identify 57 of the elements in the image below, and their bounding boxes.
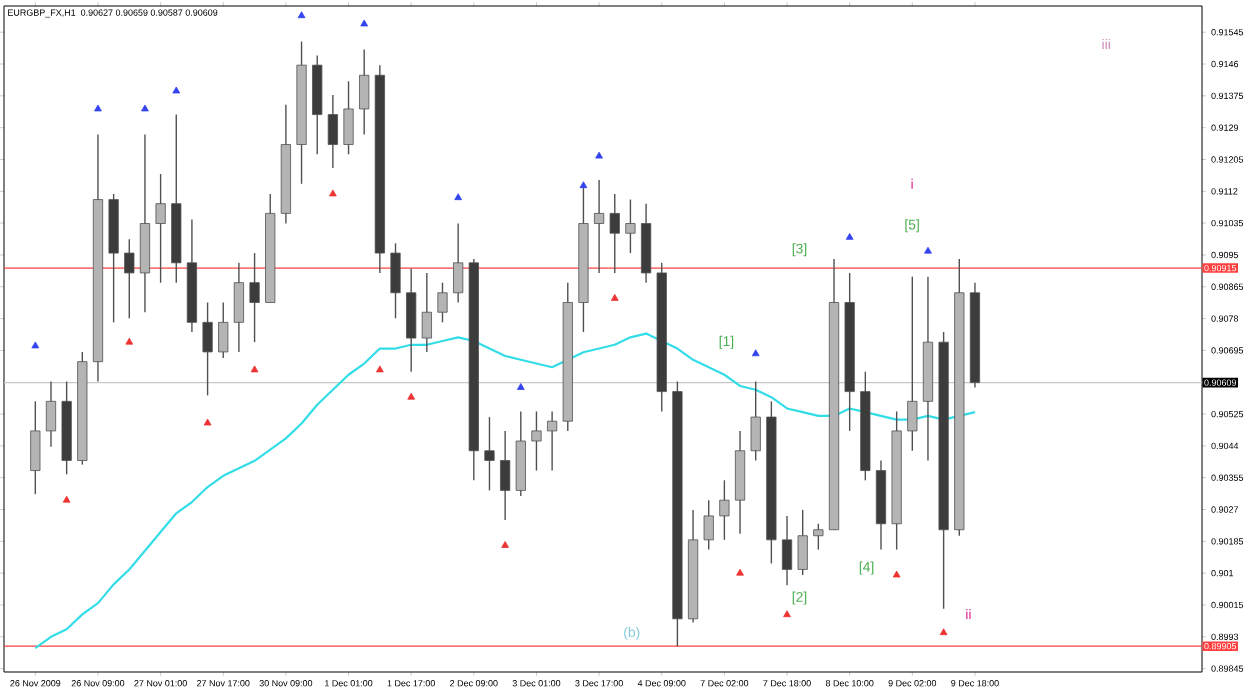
- candlestick: [797, 509, 808, 576]
- point: [783, 610, 791, 618]
- candlestick: [45, 380, 57, 448]
- point: [454, 193, 462, 201]
- candlestick: [484, 416, 495, 492]
- candlestick: [406, 268, 417, 373]
- point: [360, 19, 369, 27]
- candlestick: [155, 173, 166, 284]
- point: [62, 495, 71, 503]
- point: [297, 11, 306, 19]
- point: [329, 189, 337, 197]
- point: [376, 365, 384, 373]
- candlestick: [500, 430, 511, 521]
- candlestick: [781, 515, 793, 586]
- point: [125, 337, 134, 345]
- candlestick: [813, 523, 824, 551]
- candlestick: [625, 198, 636, 254]
- candlestick: [124, 238, 135, 319]
- candlestick: [30, 400, 41, 495]
- candlestick: [218, 301, 229, 359]
- point: [31, 341, 40, 349]
- candlestick: [359, 48, 370, 136]
- candlestick: [719, 479, 730, 541]
- candlestick: [233, 262, 244, 353]
- candlestick: [327, 94, 338, 169]
- candlestick: [390, 242, 401, 319]
- candlestick: [453, 222, 464, 304]
- point: [595, 151, 603, 159]
- candlestick: [703, 499, 714, 551]
- line-series: [34, 332, 977, 650]
- point: [610, 293, 619, 301]
- candlestick: [343, 80, 354, 155]
- candlestick: [531, 410, 542, 472]
- candlestick: [547, 410, 558, 472]
- point: [579, 181, 588, 189]
- point: [924, 246, 932, 254]
- point: [203, 418, 212, 426]
- candlestick: [907, 275, 918, 452]
- point: [172, 86, 181, 94]
- point: [141, 104, 149, 112]
- point: [94, 104, 102, 112]
- candlestick: [421, 272, 432, 353]
- point: [501, 541, 509, 548]
- point: [845, 232, 854, 240]
- point: [516, 383, 525, 390]
- candlestick: [249, 252, 260, 343]
- point: [939, 628, 948, 636]
- point: [250, 365, 259, 373]
- candlestick: [750, 380, 761, 462]
- point: [407, 392, 416, 400]
- point: [751, 349, 760, 357]
- point: [892, 570, 901, 578]
- candlestick: [437, 281, 448, 324]
- point: [736, 568, 744, 576]
- candlestick: [202, 301, 213, 397]
- candlestick: [609, 193, 620, 274]
- candlestick: [594, 179, 605, 274]
